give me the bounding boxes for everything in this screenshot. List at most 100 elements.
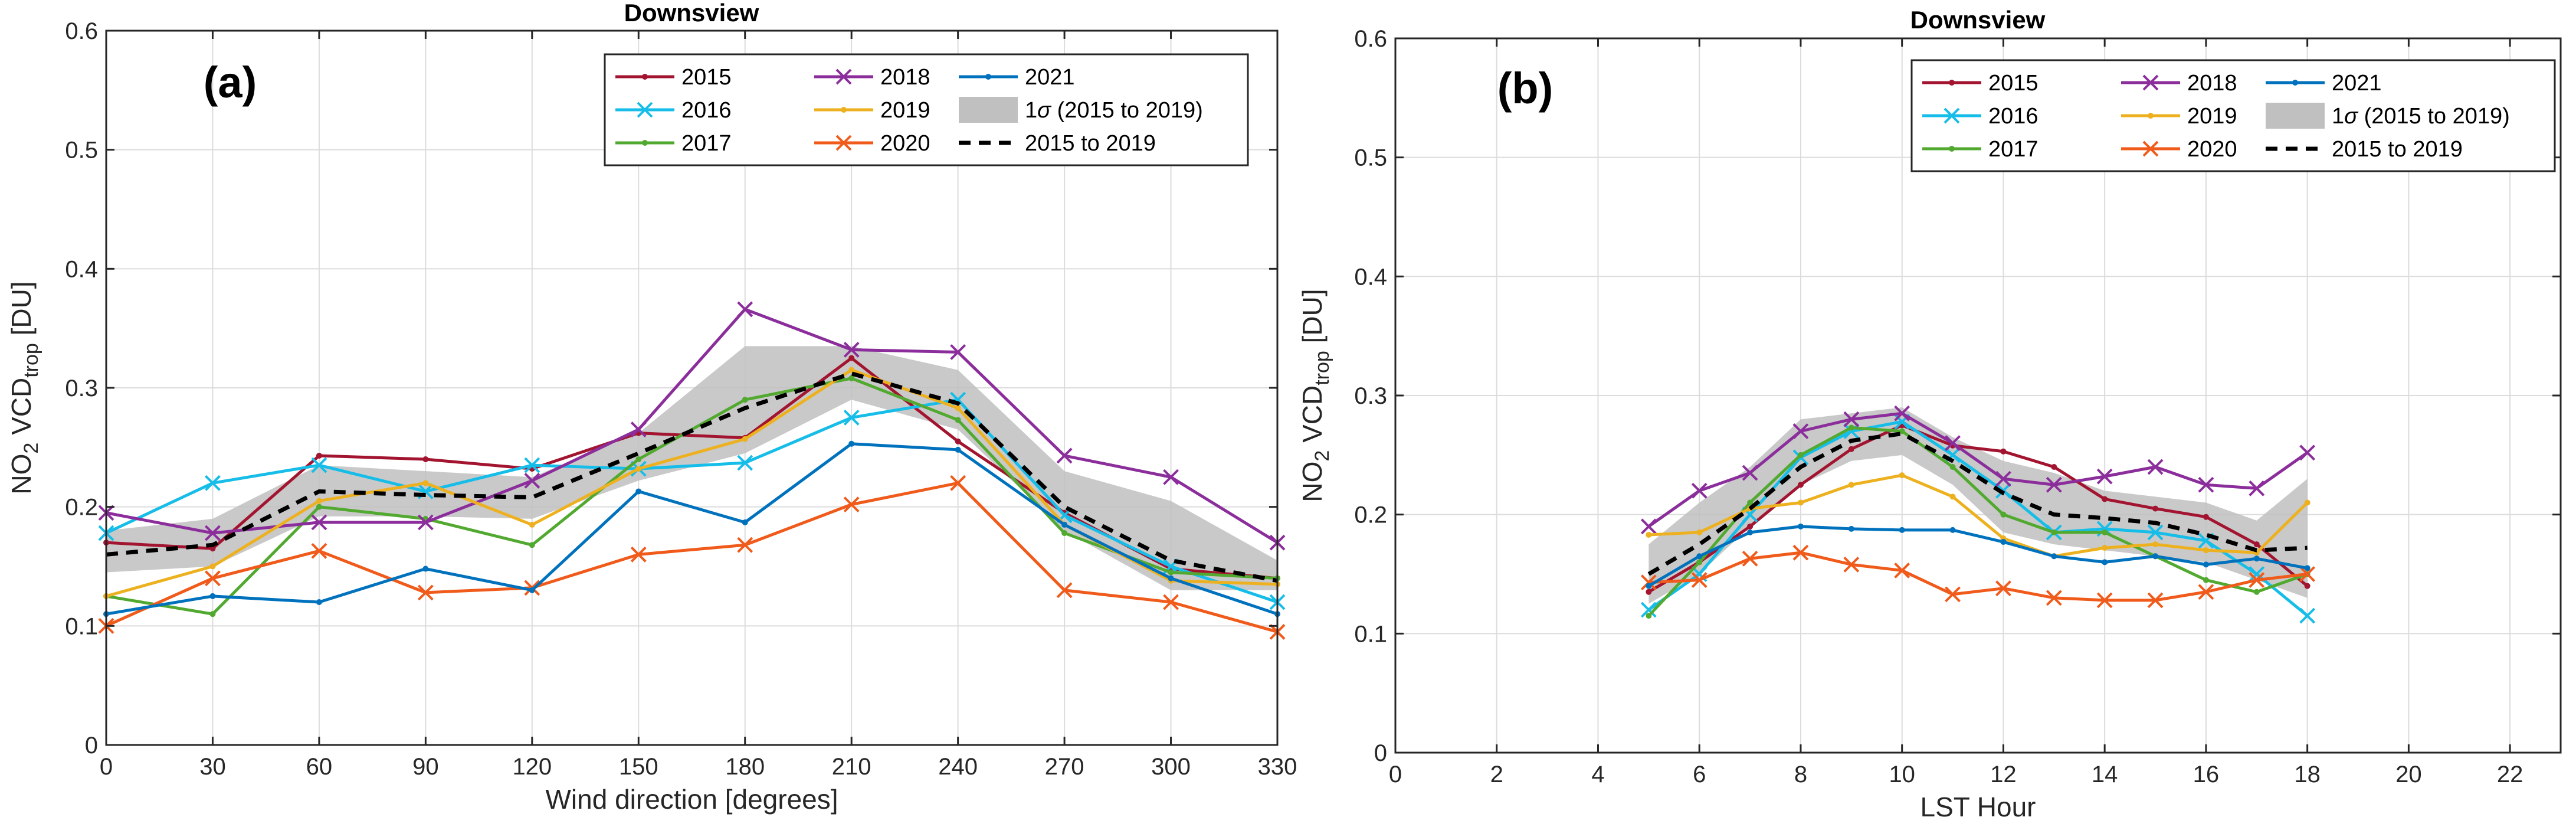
data-point [1894, 405, 1910, 421]
y-axis-label-base: NO [6, 454, 37, 495]
data-point [2102, 559, 2108, 566]
data-point [950, 344, 966, 360]
data-point [1646, 589, 1652, 595]
legend-label: 2016 [1988, 104, 2038, 129]
data-point [524, 457, 540, 473]
legend-entry: 2017 [1922, 137, 2038, 162]
data-point [950, 475, 966, 491]
data-point [955, 438, 961, 444]
data-point [2102, 496, 2108, 502]
legend-label-rest: (2015 to 2019) [1051, 98, 1203, 123]
x-tick-label: 60 [306, 754, 333, 780]
legend-label-prefix: 1 [2332, 104, 2344, 129]
x-tick-label: 150 [619, 754, 658, 780]
data-point [1646, 583, 1652, 589]
data-point [1949, 493, 1956, 500]
data-point [311, 457, 327, 473]
series-line [106, 371, 1278, 583]
y-tick-label: 0.4 [1354, 264, 1387, 290]
data-point [529, 521, 535, 528]
series-2015-to-2019 [1647, 432, 2308, 576]
y-axis-label-unit: [DU] [1297, 289, 1328, 351]
data-point [1843, 411, 1860, 427]
data-point [205, 525, 221, 541]
data-point [843, 496, 860, 513]
y-axis-label: NO2 VCDtrop [DU] [6, 281, 42, 494]
legend-entry: 2021 [959, 65, 1075, 90]
data-point [2096, 468, 2113, 485]
legend-label: 2015 to 2019 [2332, 137, 2463, 162]
data-point [848, 375, 855, 381]
data-point [1163, 594, 1179, 610]
data-point [635, 456, 642, 462]
y-tick-label: 0.2 [1354, 502, 1387, 528]
data-point [843, 410, 860, 426]
y-tick-label: 0.1 [1354, 621, 1387, 647]
data-point [205, 570, 221, 587]
data-point [2253, 589, 2260, 595]
x-axis: 0 30 60 90 120 150 180 210 240 270 300 330 [100, 31, 1297, 780]
data-point [843, 342, 860, 358]
data-point [524, 472, 540, 489]
data-point [1899, 428, 1905, 434]
series-2015-to-2019 [106, 371, 1278, 583]
data-point [2203, 561, 2209, 568]
data-point [1995, 470, 2011, 487]
data-point [1742, 550, 1758, 567]
series-2018 [1640, 405, 2316, 535]
data-point [1691, 572, 1707, 588]
data-point [955, 446, 961, 453]
chart-panel-a: 0 30 60 90 120 150 180 210 240 270 300 330 0 0.1 0.2 0.… [6, 0, 1297, 815]
data-point [2299, 444, 2316, 461]
data-point [2299, 566, 2316, 582]
x-tick-label: 90 [412, 754, 439, 780]
data-point [1061, 530, 1068, 537]
data-point [2152, 505, 2159, 512]
legend-swatch [959, 97, 1018, 123]
legend-marker [1944, 107, 1960, 124]
series-line [1648, 551, 2308, 602]
data-point [209, 593, 216, 599]
legend-marker [841, 107, 847, 113]
chart-panel-b: 0 2 4 6 8 10 12 14 16 18 20 2200.10.20.30.40.50.6LS… [1297, 6, 2562, 822]
series-line [1647, 432, 2308, 576]
data-point [1168, 569, 1174, 576]
y-tick-label: 0.1 [65, 613, 98, 639]
data-point [2051, 529, 2057, 535]
legend-entry: 2020 [814, 131, 930, 156]
data-point [2096, 592, 2113, 609]
legend-label: 2021 [1025, 65, 1075, 90]
data-point [630, 421, 647, 437]
x-tick-label: 30 [199, 754, 226, 780]
data-point [1646, 613, 1652, 619]
data-point [1640, 518, 1657, 535]
legend-entry: 2016 [1922, 104, 2038, 129]
data-point [1949, 464, 1956, 470]
data-point [1742, 465, 1758, 481]
legend-marker [642, 140, 648, 146]
legend-entry: 2015 to 2019 [959, 131, 1156, 156]
data-point [1945, 586, 1961, 603]
sigma-band [106, 346, 1277, 590]
data-point [1056, 582, 1073, 599]
legend-label: 2019 [2187, 104, 2237, 129]
data-point [2304, 499, 2310, 506]
legend-entry: 2015 [615, 65, 732, 90]
data-point [1640, 602, 1657, 618]
data-point [529, 587, 535, 593]
series-2017 [1646, 424, 2310, 619]
x-tick-label: 14 [2092, 761, 2118, 787]
data-point [2000, 511, 2007, 518]
y-axis-label-base: NO [1297, 462, 1328, 502]
series-2019 [1646, 472, 2310, 560]
y-tick-label: 0.3 [1354, 383, 1387, 409]
series-2021 [1646, 523, 2310, 589]
data-point [1843, 423, 1860, 439]
data-point [1696, 529, 1703, 535]
y-axis-label-unit: [DU] [6, 281, 37, 343]
y-tick-label: 0.5 [65, 138, 98, 164]
data-point [2147, 524, 2164, 541]
legend-box [1910, 59, 2556, 172]
y-axis-label-mid: VCD [1297, 385, 1328, 450]
data-point [417, 584, 434, 601]
